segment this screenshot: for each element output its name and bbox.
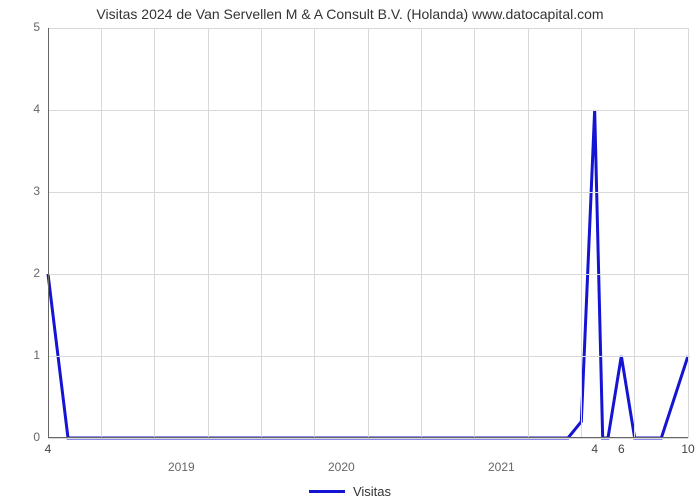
gridline-vertical	[634, 28, 635, 438]
x-tick-label-secondary: 4	[45, 442, 52, 456]
gridline-vertical	[368, 28, 369, 438]
legend-swatch	[309, 490, 345, 493]
gridline-vertical	[208, 28, 209, 438]
chart-title: Visitas 2024 de Van Servellen M & A Cons…	[0, 6, 700, 22]
gridline-vertical	[101, 28, 102, 438]
y-axis-line	[48, 28, 49, 438]
y-tick-label: 5	[20, 20, 40, 34]
gridline-vertical	[314, 28, 315, 438]
x-tick-label-secondary: 10	[681, 442, 694, 456]
legend-item-visitas: Visitas	[309, 484, 391, 499]
x-tick-label-year: 2021	[488, 460, 515, 474]
y-tick-label: 0	[20, 430, 40, 444]
y-tick-label: 3	[20, 184, 40, 198]
gridline-vertical	[688, 28, 689, 438]
y-tick-label: 1	[20, 348, 40, 362]
legend: Visitas	[0, 480, 700, 499]
x-tick-label-year: 2020	[328, 460, 355, 474]
gridline-vertical	[581, 28, 582, 438]
x-tick-label-secondary: 6	[618, 442, 625, 456]
gridline-vertical	[154, 28, 155, 438]
y-tick-label: 4	[20, 102, 40, 116]
gridline-vertical	[261, 28, 262, 438]
x-axis-line	[48, 437, 688, 438]
gridline-vertical	[528, 28, 529, 438]
chart-container: Visitas 2024 de Van Servellen M & A Cons…	[0, 0, 700, 500]
y-tick-label: 2	[20, 266, 40, 280]
plot-area	[48, 28, 688, 438]
gridline-vertical	[474, 28, 475, 438]
x-tick-label-year: 2019	[168, 460, 195, 474]
gridline-vertical	[421, 28, 422, 438]
x-tick-label-secondary: 4	[591, 442, 598, 456]
legend-label: Visitas	[353, 484, 391, 499]
